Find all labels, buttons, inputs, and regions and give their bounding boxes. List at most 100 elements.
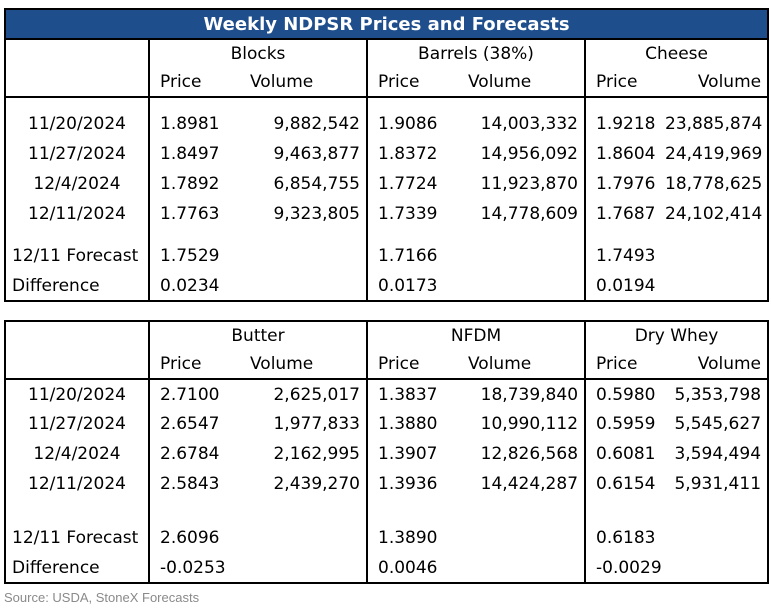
volume-cell: 9,463,877	[244, 139, 368, 169]
forecast-row: 12/11 Forecast 1.7529 1.7166 1.7493	[4, 241, 770, 271]
volume-cell: 14,956,092	[462, 139, 586, 169]
subheader: Volume	[665, 68, 770, 98]
date-cell: 11/20/2024	[4, 109, 150, 139]
subheader: Volume	[462, 350, 587, 380]
forecast-value: 1.7166	[378, 246, 438, 266]
price-cell: 1.9218	[596, 114, 656, 134]
subheader: Volume	[244, 350, 368, 380]
price-cell: 1.7892	[160, 174, 220, 194]
subheader: Price	[367, 350, 462, 380]
price-cell: 1.7976	[596, 174, 656, 194]
table-row: 11/20/2024 1.8981 9,882,542 1.9086 14,00…	[4, 109, 770, 139]
volume-cell: 5,931,411	[665, 469, 770, 499]
volume-cell: 14,778,609	[462, 199, 586, 229]
difference-value: 0.0046	[367, 553, 462, 584]
price-cell: 2.6784	[160, 444, 220, 464]
forecast-label: 12/11 Forecast	[4, 241, 150, 271]
volume-cell: 1,977,833	[244, 409, 368, 439]
volume-cell: 24,419,969	[665, 139, 770, 169]
date-cell: 12/4/2024	[4, 439, 150, 469]
date-cell: 11/27/2024	[4, 409, 150, 439]
date-cell: 11/27/2024	[4, 139, 150, 169]
volume-cell: 10,990,112	[462, 409, 587, 439]
volume-cell: 5,545,627	[665, 409, 770, 439]
table-title: Weekly NDPSR Prices and Forecasts	[3, 8, 770, 40]
table-row: 12/11/2024 1.7763 9,323,805 1.7339 14,77…	[4, 199, 770, 229]
group-header-barrels: Barrels (38%)	[367, 39, 586, 68]
forecast-row: 12/11 Forecast 2.6096 1.3890 0.6183	[4, 523, 770, 553]
price-cell: 1.8981	[160, 114, 220, 134]
price-cell: 1.3880	[378, 414, 438, 434]
price-cell: 1.9086	[378, 114, 438, 134]
group-header-butter: Butter	[149, 320, 368, 350]
subheader: Price	[149, 68, 244, 98]
difference-label: Difference	[4, 553, 150, 584]
group-header-dry-whey: Dry Whey	[585, 320, 770, 350]
volume-cell: 23,885,874	[665, 109, 770, 139]
price-cell: 2.5843	[160, 474, 220, 494]
price-cell: 1.8497	[160, 144, 220, 164]
date-cell: 12/4/2024	[4, 169, 150, 199]
price-cell: 0.6154	[596, 474, 656, 494]
subheader: Volume	[244, 68, 368, 98]
price-cell: 0.6081	[596, 444, 656, 464]
forecast-value: 0.6183	[596, 528, 656, 548]
forecast-value: 2.6096	[160, 528, 220, 548]
difference-row: Difference 0.0234 0.0173 0.0194	[4, 271, 770, 302]
table-row: 12/4/2024 2.6784 2,162,995 1.3907 12,826…	[4, 439, 770, 469]
volume-cell: 6,854,755	[244, 169, 368, 199]
subheader: Volume	[665, 350, 770, 380]
table-row: 11/20/2024 2.7100 2,625,017 1.3837 18,73…	[4, 379, 770, 409]
volume-cell: 24,102,414	[665, 199, 770, 229]
difference-value: -0.0029	[585, 553, 666, 584]
table-row: 11/27/2024 1.8497 9,463,877 1.8372 14,95…	[4, 139, 770, 169]
corner-cell	[4, 68, 150, 98]
price-cell: 2.7100	[160, 384, 220, 405]
table-row: 12/11/2024 2.5843 2,439,270 1.3936 14,42…	[4, 469, 770, 499]
ndpsr-butter-powder-table: Butter NFDM Dry Whey Price Volume Price …	[4, 320, 770, 584]
volume-cell: 2,162,995	[244, 439, 368, 469]
forecast-value: 1.7529	[160, 246, 220, 266]
group-header-blocks: Blocks	[149, 39, 368, 68]
price-cell: 1.7687	[596, 204, 656, 224]
volume-cell: 9,323,805	[244, 199, 368, 229]
corner-cell	[4, 350, 150, 380]
difference-value: 0.0234	[149, 271, 244, 302]
volume-cell: 18,739,840	[462, 379, 587, 409]
difference-label: Difference	[4, 271, 150, 302]
price-cell: 1.8372	[378, 144, 438, 164]
subheader: Price	[149, 350, 244, 380]
price-cell: 1.7763	[160, 204, 220, 224]
volume-cell: 2,439,270	[244, 469, 368, 499]
subheader: Price	[367, 68, 462, 98]
forecast-value: 1.3890	[378, 528, 438, 548]
volume-cell: 18,778,625	[665, 169, 770, 199]
group-header-cheese: Cheese	[585, 39, 770, 68]
date-cell: 12/11/2024	[4, 469, 150, 499]
ndpsr-cheese-table: Weekly NDPSR Prices and Forecasts Blocks…	[3, 8, 770, 302]
difference-value: -0.0253	[149, 553, 244, 584]
price-cell: 1.8604	[596, 144, 656, 164]
date-cell: 11/20/2024	[4, 379, 150, 409]
subheader: Price	[585, 350, 666, 380]
difference-row: Difference -0.0253 0.0046 -0.0029	[4, 553, 770, 584]
volume-cell: 2,625,017	[244, 379, 368, 409]
volume-cell: 14,424,287	[462, 469, 587, 499]
subheader: Volume	[462, 68, 586, 98]
price-cell: 2.6547	[160, 414, 220, 434]
volume-cell: 14,003,332	[462, 109, 586, 139]
date-cell: 12/11/2024	[4, 199, 150, 229]
source-note: Source: USDA, StoneX Forecasts	[4, 590, 200, 605]
volume-cell: 11,923,870	[462, 169, 586, 199]
difference-value: 0.0194	[585, 271, 665, 302]
forecast-value: 1.7493	[596, 246, 656, 266]
price-cell: 1.7339	[378, 204, 438, 224]
price-cell: 1.3837	[378, 384, 438, 405]
subheader: Price	[585, 68, 665, 98]
price-cell: 1.3907	[378, 444, 438, 464]
price-cell: 1.3936	[378, 474, 438, 494]
volume-cell: 9,882,542	[244, 109, 368, 139]
volume-cell: 5,353,798	[665, 379, 770, 409]
table-row: 11/27/2024 2.6547 1,977,833 1.3880 10,99…	[4, 409, 770, 439]
group-header-nfdm: NFDM	[367, 320, 587, 350]
